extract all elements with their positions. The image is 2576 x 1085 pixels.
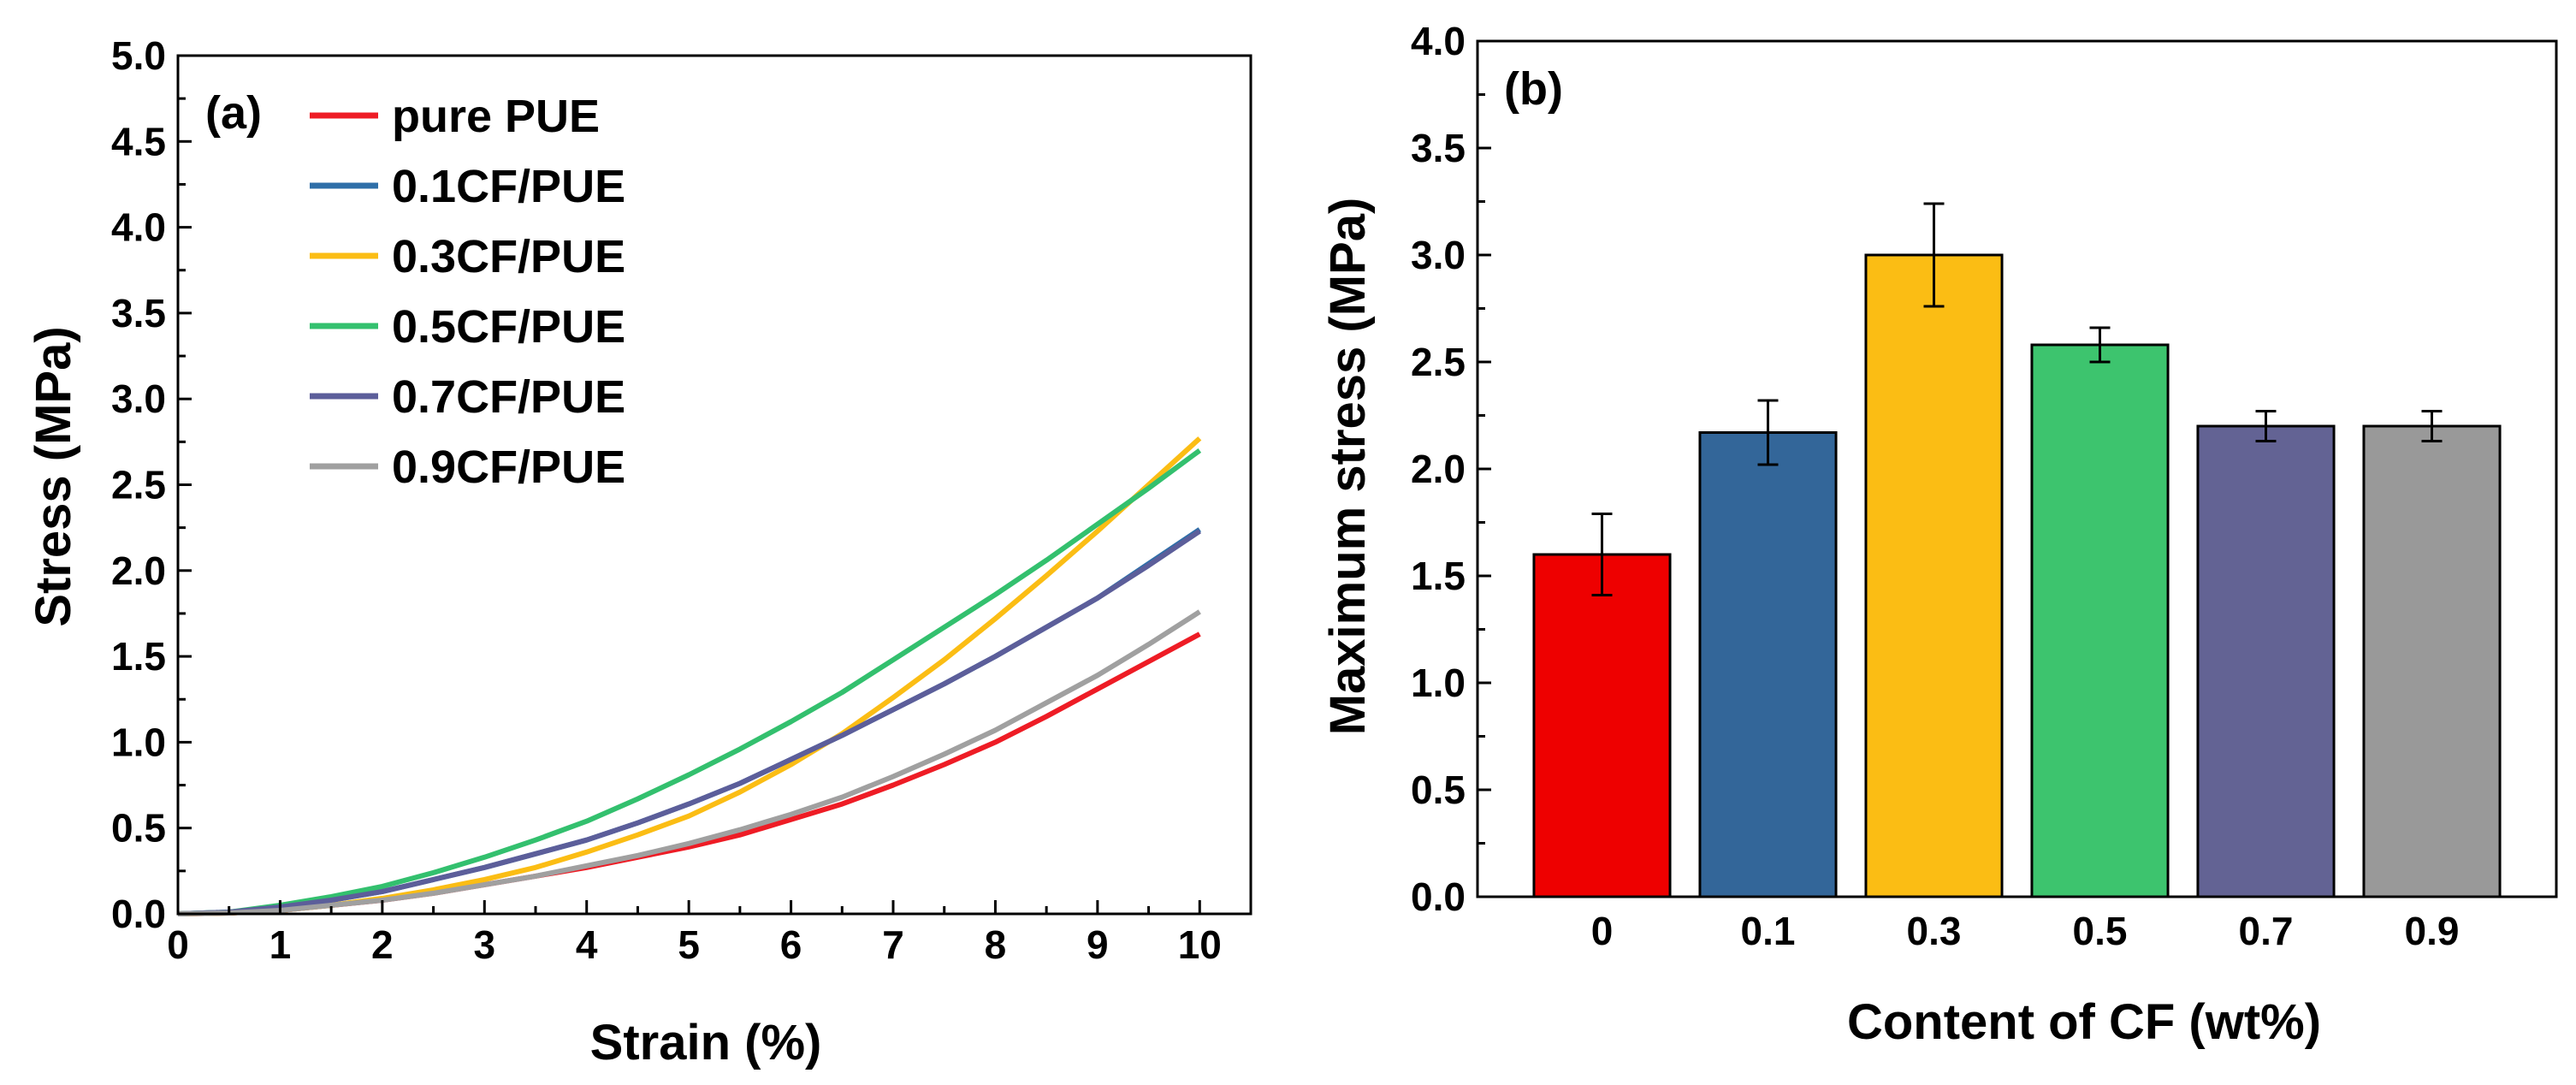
series-line-4	[177, 529, 1201, 916]
panel-b-label: (b)	[1504, 63, 1563, 115]
legend: pure PUE 0.1CF/PUE 0.3CF/PUE 0.5CF/PUE 0.7CF…	[310, 91, 625, 493]
y-tick-label: 3.5	[1411, 126, 1466, 170]
x-tick-label: 3	[473, 922, 495, 967]
legend-label: 0.1CF/PUE	[392, 161, 625, 212]
plot-area: 0 0.1 0.3 0.5 0.7 0.9 0.0 0.5 1.0 1.5 2.0 2.5 3.0 3.5…	[1411, 19, 2558, 953]
x-tick-label: 1	[269, 922, 292, 967]
series-line-3	[177, 448, 1202, 916]
y-tick-label: 0.0	[1411, 875, 1466, 919]
x-tick-label: 7	[882, 922, 904, 967]
x-tick-label: 0	[167, 922, 189, 967]
category-label: 0.5	[2073, 909, 2128, 953]
y-tick-label: 2.5	[1411, 340, 1466, 384]
y-tick-label: 1.5	[1411, 554, 1466, 598]
bar	[1864, 253, 2004, 898]
y-tick-label: 3.0	[1411, 233, 1466, 277]
y-tick-label: 2.5	[111, 463, 166, 507]
series-line-1	[177, 527, 1201, 916]
y-tick-label: 1.0	[1411, 661, 1466, 705]
y-tick-label: 2.0	[111, 548, 166, 593]
y-tick-label: 1.5	[111, 634, 166, 679]
bar	[1698, 431, 1838, 898]
category-label: 0.3	[1907, 909, 1962, 953]
category-label: 0.7	[2239, 909, 2294, 953]
x-tick-label: 10	[1178, 922, 1222, 967]
y-tick-label: 0.5	[111, 806, 166, 851]
category-label: 0.9	[2405, 909, 2460, 953]
x-axis-title: Content of CF (wt%)	[1847, 994, 2321, 1050]
y-tick-label: 5.0	[111, 33, 166, 78]
y-tick-label: 0.5	[1411, 768, 1466, 812]
y-tick-label: 4.5	[111, 119, 166, 163]
y-tick-label: 2.0	[1411, 447, 1466, 491]
y-tick-label: 3.0	[111, 376, 166, 421]
y-tick-label: 4.0	[1411, 19, 1466, 63]
bar	[2196, 424, 2336, 898]
legend-label: 0.7CF/PUE	[392, 371, 625, 423]
stress-strain-chart: (a) Strain (%) Stress (MPa) 0 1 2 3 4 5 6 7 8 9 10…	[26, 33, 1252, 1070]
x-tick-label: 2	[371, 922, 394, 967]
max-stress-bar-chart: (b) Content of CF (wt%) Maximum stress (…	[1320, 19, 2558, 1050]
bar	[2030, 343, 2170, 898]
y-tick-label: 1.0	[111, 720, 166, 764]
series-line-5	[177, 609, 1201, 916]
x-tick-label: 5	[678, 922, 700, 967]
x-axis-title: Strain (%)	[590, 1015, 822, 1070]
bar	[1532, 553, 1672, 898]
y-axis-title: Maximum stress (MPa)	[1320, 198, 1376, 736]
plot-area: 0 1 2 3 4 5 6 7 8 9 10 0.0 0.5 1.0 1.5 2.0 2.5 3.0 3.5 4.0 4…	[111, 33, 1252, 967]
y-axis-title: Stress (MPa)	[26, 326, 81, 626]
y-tick-label: 4.0	[111, 205, 166, 250]
legend-label: 0.9CF/PUE	[392, 442, 625, 493]
x-tick-label: 9	[1087, 922, 1109, 967]
bar	[2362, 424, 2502, 898]
legend-label: 0.5CF/PUE	[392, 301, 625, 353]
legend-label: 0.3CF/PUE	[392, 231, 625, 282]
y-tick-label: 3.5	[111, 291, 166, 335]
x-tick-label: 6	[780, 922, 802, 967]
panel-a-label: (a)	[205, 87, 262, 139]
x-tick-label: 8	[985, 922, 1007, 967]
category-label: 0	[1591, 909, 1614, 953]
y-tick-label: 0.0	[111, 892, 166, 936]
x-tick-label: 4	[576, 922, 598, 967]
legend-label: pure PUE	[392, 91, 600, 142]
category-label: 0.1	[1741, 909, 1796, 953]
